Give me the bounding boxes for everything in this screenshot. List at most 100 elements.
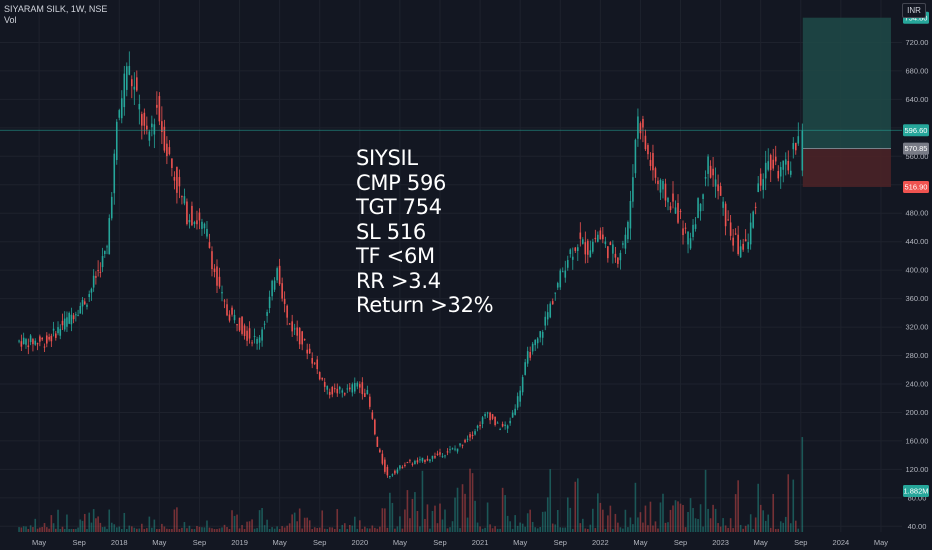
volume-bar bbox=[59, 528, 62, 532]
volume-bar bbox=[34, 518, 37, 532]
volume-bar bbox=[248, 521, 251, 532]
candle-body bbox=[642, 118, 644, 128]
volume-bar bbox=[777, 528, 780, 532]
volume-indicator-label[interactable]: Vol bbox=[4, 15, 17, 25]
candle-body bbox=[263, 323, 266, 325]
volume-bar bbox=[624, 509, 627, 532]
volume-bar bbox=[677, 501, 679, 532]
volume-bar bbox=[732, 528, 734, 532]
volume-bar bbox=[61, 526, 64, 532]
candle-body bbox=[86, 304, 88, 307]
volume-bar bbox=[769, 527, 772, 532]
candle-body bbox=[526, 351, 529, 364]
volume-bar bbox=[657, 528, 659, 532]
candle-body bbox=[276, 268, 278, 281]
candle-body bbox=[697, 198, 699, 218]
volume-bar bbox=[684, 527, 687, 532]
volume-bar bbox=[364, 526, 366, 532]
candle-body bbox=[218, 276, 221, 287]
volume-bar bbox=[72, 528, 75, 532]
x-tick-label: 2018 bbox=[111, 538, 128, 547]
volume-bar bbox=[629, 517, 632, 532]
candle-body bbox=[536, 338, 539, 344]
volume-bar bbox=[471, 473, 474, 532]
candle-body bbox=[749, 222, 752, 245]
volume-bar bbox=[283, 527, 286, 532]
volume-bar bbox=[306, 517, 308, 532]
symbol-title[interactable]: SIYARAM SILK, 1W, NSE bbox=[4, 4, 108, 14]
candle-body bbox=[34, 340, 37, 345]
candle-body bbox=[125, 66, 128, 90]
candle-body bbox=[318, 372, 321, 380]
volume-bar bbox=[223, 524, 226, 532]
volume-bar bbox=[266, 519, 268, 532]
volume-bar bbox=[303, 517, 306, 532]
candle-body bbox=[41, 337, 43, 340]
candle-body bbox=[92, 275, 95, 288]
volume-bar bbox=[268, 528, 271, 532]
volume-bar bbox=[582, 518, 584, 532]
volume-bar bbox=[521, 523, 524, 532]
candle-body bbox=[301, 331, 303, 345]
candle-body bbox=[374, 419, 376, 435]
volume-bar bbox=[569, 507, 572, 532]
candle-body bbox=[281, 283, 283, 299]
candle-body bbox=[647, 145, 649, 155]
y-tick-label: 560.00 bbox=[906, 152, 929, 161]
y-tick-label: 640.00 bbox=[906, 95, 929, 104]
candle-body bbox=[592, 241, 594, 252]
candle-body bbox=[794, 142, 797, 151]
candle-body bbox=[211, 251, 213, 270]
candle-body bbox=[757, 183, 759, 192]
candle-body bbox=[161, 121, 163, 132]
candle-body bbox=[346, 388, 349, 390]
candle-body bbox=[617, 257, 619, 264]
volume-bar bbox=[501, 487, 504, 532]
candle-body bbox=[128, 65, 131, 75]
volume-bar bbox=[449, 527, 451, 532]
volume-bar bbox=[351, 525, 354, 532]
candle-body bbox=[311, 357, 314, 364]
volume-bar bbox=[354, 516, 356, 532]
candle-body bbox=[554, 292, 557, 294]
volume-bar bbox=[436, 523, 439, 532]
candle-body bbox=[183, 196, 186, 204]
volume-bar bbox=[231, 510, 233, 532]
candle-body bbox=[519, 390, 521, 402]
volume-bar bbox=[243, 528, 246, 532]
volume-bar bbox=[123, 512, 126, 532]
target-zone bbox=[802, 17, 891, 149]
volume-bar bbox=[321, 510, 324, 532]
volume-bar bbox=[772, 493, 775, 532]
candle-body bbox=[101, 256, 104, 268]
candle-body bbox=[55, 333, 57, 338]
candle-body bbox=[46, 335, 48, 344]
volume-bar bbox=[561, 527, 564, 532]
volume-bar bbox=[36, 528, 39, 532]
annotation-riskreward: RR >3.4 bbox=[356, 268, 441, 293]
volume-bar bbox=[764, 520, 767, 532]
candle-body bbox=[136, 77, 138, 91]
volume-bar bbox=[115, 527, 118, 532]
candle-body bbox=[414, 460, 416, 465]
volume-bar bbox=[226, 527, 228, 532]
volume-bar bbox=[699, 504, 702, 532]
volume-bar bbox=[461, 484, 464, 532]
candle-body bbox=[356, 382, 359, 387]
volume-bar bbox=[120, 528, 123, 532]
volume-bar bbox=[161, 523, 163, 532]
candle-body bbox=[253, 335, 256, 337]
candle-body bbox=[504, 424, 506, 427]
volume-bar bbox=[762, 510, 765, 532]
candle-body bbox=[449, 449, 451, 451]
candle-body bbox=[323, 382, 326, 387]
currency-button[interactable]: INR bbox=[902, 3, 926, 18]
volume-bar bbox=[431, 510, 434, 532]
candle-body bbox=[431, 455, 434, 459]
candle-body bbox=[481, 417, 484, 425]
volume-bar bbox=[531, 521, 534, 532]
volume-bar bbox=[607, 515, 609, 532]
volume-bar bbox=[667, 522, 669, 532]
candle-body bbox=[391, 474, 394, 476]
